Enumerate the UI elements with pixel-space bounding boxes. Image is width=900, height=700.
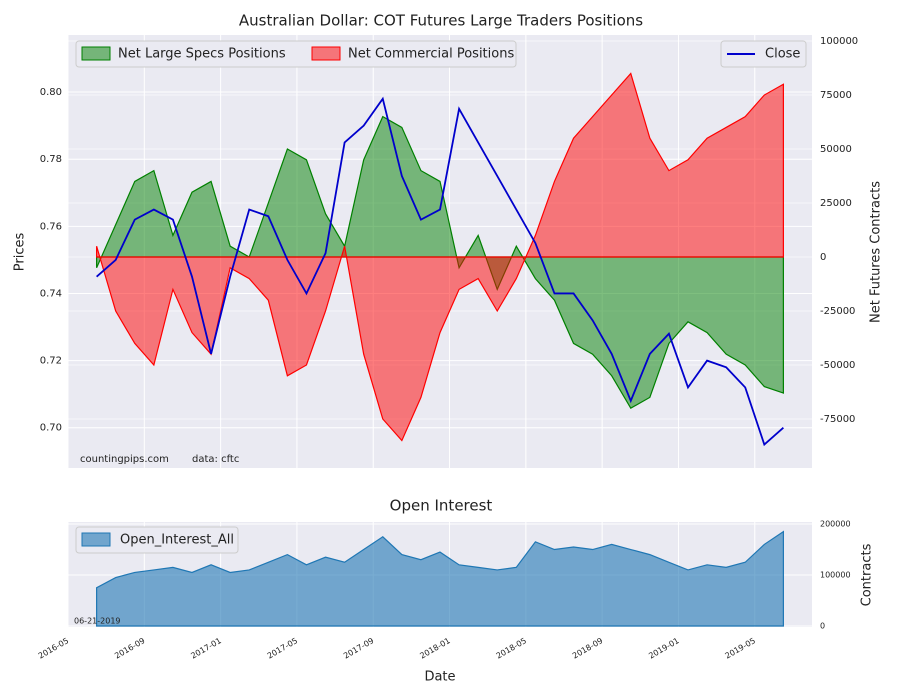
legend-swatch xyxy=(81,532,111,547)
y-axis-label: Prices xyxy=(13,233,28,272)
y-tick-label: 0 xyxy=(820,621,825,630)
y2-tick-label: 75000 xyxy=(820,90,852,101)
x-tick-label: 2017-09 xyxy=(342,636,375,661)
area xyxy=(96,72,784,442)
y-tick-label: 100000 xyxy=(820,571,851,580)
x-tick-label: 2019-01 xyxy=(647,636,680,661)
y2-tick-label: -25000 xyxy=(820,306,855,317)
legend-label: Close xyxy=(765,47,800,62)
y-axis-label: Contracts xyxy=(860,543,875,606)
chart-title: Australian Dollar: COT Futures Large Tra… xyxy=(239,12,643,30)
x-tick-label: 2018-05 xyxy=(495,636,528,661)
legend xyxy=(75,40,517,68)
y2-tick-label: -75000 xyxy=(820,414,855,425)
annotation: data: cftc xyxy=(192,454,239,465)
y2-tick-label: -50000 xyxy=(820,360,855,371)
y-tick-label: 200000 xyxy=(820,520,851,529)
x-tick-label: 2017-01 xyxy=(189,636,222,661)
y-tick-label: 0.76 xyxy=(40,221,62,232)
legend-label: Net Large Specs Positions xyxy=(118,47,286,62)
legend-label: Net Commercial Positions xyxy=(348,47,514,62)
x-tick-label: 2016-05 xyxy=(37,636,70,661)
x-tick-label: 2017-05 xyxy=(266,636,299,661)
legend-label: Open_Interest_All xyxy=(120,533,234,548)
legend-swatch xyxy=(81,46,111,61)
annotation: 06-21-2019 xyxy=(74,617,121,626)
y2-tick-label: 0 xyxy=(820,252,826,263)
legend xyxy=(720,40,807,68)
area xyxy=(96,530,784,627)
legend-swatch xyxy=(311,46,341,61)
y2-axis-label: Net Futures Contracts xyxy=(869,181,884,323)
legend xyxy=(75,526,239,554)
area xyxy=(96,115,784,409)
y-tick-label: 0.70 xyxy=(40,423,62,434)
x-tick-label: 2016-09 xyxy=(113,636,146,661)
y-tick-label: 0.74 xyxy=(40,288,62,299)
y-tick-label: 0.80 xyxy=(40,87,62,98)
y-tick-label: 0.72 xyxy=(40,356,62,367)
y2-tick-label: 25000 xyxy=(820,198,852,209)
x-axis-label: Date xyxy=(424,670,455,685)
y-tick-label: 0.78 xyxy=(40,154,62,165)
y2-tick-label: 100000 xyxy=(820,36,858,47)
y2-tick-label: 50000 xyxy=(820,144,852,155)
line xyxy=(96,96,784,447)
x-tick-label: 2018-01 xyxy=(418,636,451,661)
x-tick-label: 2018-09 xyxy=(571,636,604,661)
annotation: countingpips.com xyxy=(80,454,169,465)
panel-title: Open Interest xyxy=(390,497,493,515)
x-tick-label: 2019-05 xyxy=(724,636,757,661)
